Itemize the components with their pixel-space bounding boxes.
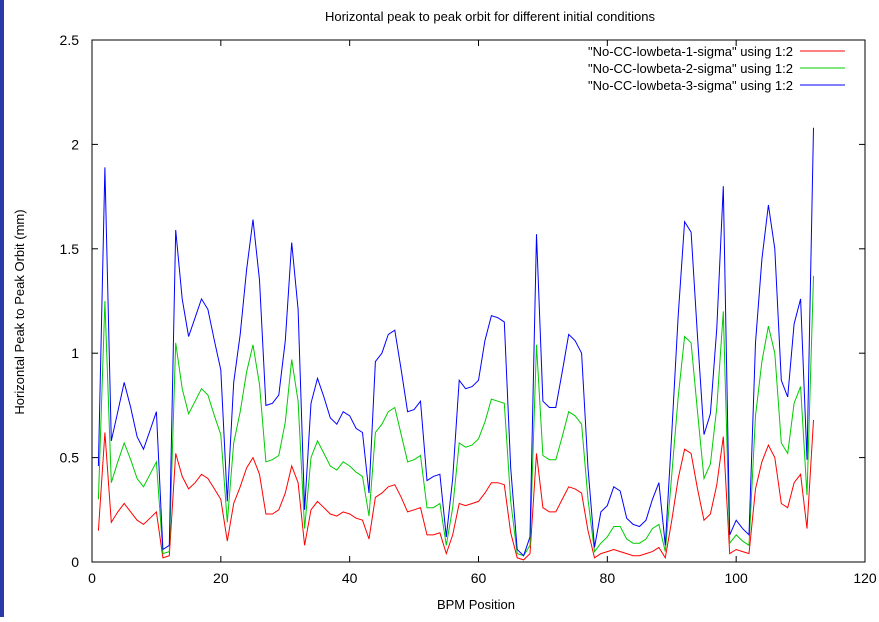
y-tick-label: 2 <box>71 136 79 152</box>
series-line-1-sigma <box>97 419 814 561</box>
x-tick-label: 120 <box>853 570 877 586</box>
legend: "No-CC-lowbeta-1-sigma" using 1:2 "No-CC-… <box>588 44 845 93</box>
y-tick-label: 0.5 <box>60 450 80 466</box>
y-axis-label: Horizontal Peak to Peak Orbit (mm) <box>12 209 27 414</box>
legend-label: "No-CC-lowbeta-2-sigma" using 1:2 <box>588 61 793 76</box>
series-line-2-sigma <box>97 275 814 557</box>
series-layer <box>97 127 814 561</box>
x-tick-label: 60 <box>471 570 487 586</box>
x-tick-label: 100 <box>724 570 748 586</box>
legend-label: "No-CC-lowbeta-3-sigma" using 1:2 <box>588 78 793 93</box>
y-tick-label: 1.5 <box>60 241 80 257</box>
x-tick-label: 0 <box>88 570 96 586</box>
plot-frame <box>91 39 866 563</box>
axis-ticks: 0 20 40 60 80 100 120 0 0.5 1 1.5 2 2.5 <box>60 32 877 586</box>
x-tick-label: 40 <box>342 570 358 586</box>
series-line-3-sigma <box>97 127 814 557</box>
window-edge-bar <box>0 0 4 617</box>
y-tick-label: 1 <box>71 345 79 361</box>
x-tick-label: 20 <box>213 570 229 586</box>
x-axis-label: BPM Position <box>437 597 515 612</box>
y-tick-label: 0 <box>71 554 79 570</box>
y-tick-label: 2.5 <box>60 32 80 48</box>
x-tick-label: 80 <box>600 570 616 586</box>
legend-label: "No-CC-lowbeta-1-sigma" using 1:2 <box>588 44 793 59</box>
chart-title: Horizontal peak to peak orbit for differ… <box>325 9 656 24</box>
